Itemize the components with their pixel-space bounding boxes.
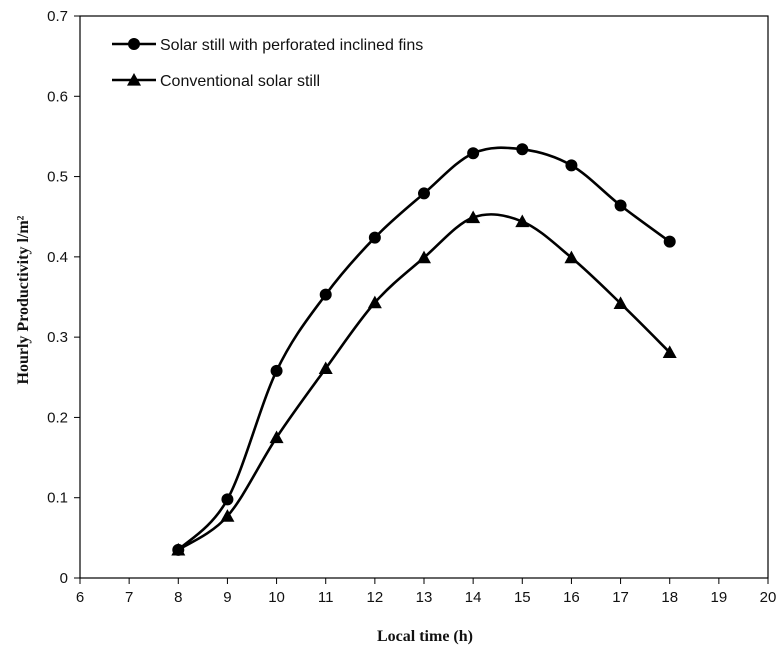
y-axis-title: Hourly Productivity l/m²: [15, 215, 32, 384]
x-tick-label: 20: [760, 589, 777, 606]
data-point: [662, 345, 677, 358]
x-tick-label: 8: [174, 589, 182, 606]
series-2: [171, 210, 677, 556]
legend-item-1: Solar still with perforated inclined fin…: [112, 37, 423, 54]
y-tick-label: 0.3: [47, 329, 68, 346]
x-tick-label: 6: [76, 589, 84, 606]
axes: [79, 15, 769, 579]
data-point: [368, 231, 381, 244]
data-point: [663, 235, 676, 248]
series-line: [177, 213, 671, 551]
data-point: [221, 493, 234, 506]
x-tick-label: 10: [268, 589, 285, 606]
data-point: [269, 430, 284, 444]
y-tick-label: 0.2: [47, 409, 68, 426]
legend-marker: [127, 73, 141, 86]
x-tick-label: 9: [223, 589, 231, 606]
data-point: [565, 159, 578, 172]
y-tick-label: 0.1: [47, 490, 68, 507]
x-tick-label: 11: [318, 589, 334, 606]
data-point: [516, 143, 529, 156]
data-point: [564, 250, 579, 264]
x-tick-label: 19: [711, 589, 728, 606]
y-tick-label: 0.6: [47, 88, 68, 105]
data-point: [367, 295, 382, 309]
data-point: [613, 296, 628, 310]
legend-label: Conventional solar still: [160, 73, 320, 90]
data-point: [319, 288, 332, 301]
data-point: [318, 361, 333, 375]
x-tick-label: 14: [465, 589, 482, 606]
x-tick-label: 18: [661, 589, 678, 606]
series-1: [172, 143, 676, 556]
legend-label: Solar still with perforated inclined fin…: [160, 37, 423, 54]
y-tick-label: 0: [60, 570, 68, 587]
x-axis-ticks: 6 7 8 9 10 11 12 13 14 15 16 17 18 19 20: [76, 578, 777, 606]
data-point: [417, 250, 431, 264]
legend-item-2: Conventional solar still: [112, 73, 320, 90]
data-point: [418, 187, 430, 200]
data-point: [466, 210, 481, 224]
data-point: [614, 199, 627, 212]
data-point: [171, 542, 186, 556]
x-tick-label: 12: [367, 589, 384, 606]
y-tick-label: 0.7: [47, 8, 68, 25]
data-point: [270, 364, 283, 377]
x-tick-label: 15: [514, 589, 531, 606]
series-line: [177, 146, 671, 551]
data-point: [220, 509, 235, 522]
y-tick-label: 0.5: [47, 169, 68, 186]
x-tick-label: 16: [563, 589, 580, 606]
series-layer: [171, 143, 677, 556]
x-tick-label: 13: [416, 589, 433, 606]
data-point: [467, 147, 480, 160]
x-axis-title: Local time (h): [377, 628, 473, 645]
legend-marker: [128, 38, 140, 50]
plot-frame: [79, 15, 769, 579]
x-tick-label: 17: [612, 589, 629, 606]
legend: Solar still with perforated inclined fin…: [112, 37, 423, 90]
y-tick-label: 0.4: [47, 249, 68, 266]
x-tick-label: 7: [125, 589, 133, 606]
data-point: [515, 214, 530, 228]
y-axis-ticks: 0 0.1 0.2 0.3 0.4 0.5 0.6 0.7: [47, 8, 80, 587]
